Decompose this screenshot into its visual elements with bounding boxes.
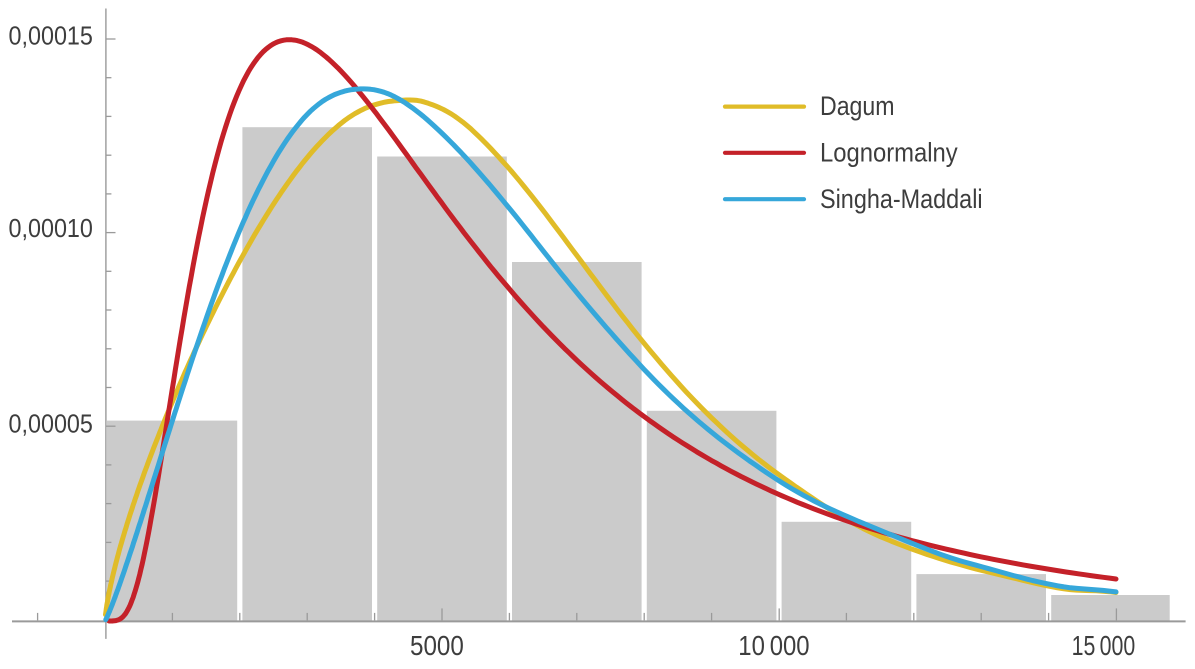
svg-text:Lognormalny: Lognormalny [820,137,958,167]
svg-text:0,00005: 0,00005 [9,409,93,439]
svg-text:0,00010: 0,00010 [9,213,93,243]
svg-text:10 000: 10 000 [738,630,809,661]
svg-text:0,00015: 0,00015 [9,21,93,51]
svg-text:Dagum: Dagum [820,91,895,121]
svg-text:15 000: 15 000 [1072,630,1136,661]
svg-text:Singha-Maddali: Singha-Maddali [820,184,983,214]
svg-text:5000: 5000 [410,630,464,661]
